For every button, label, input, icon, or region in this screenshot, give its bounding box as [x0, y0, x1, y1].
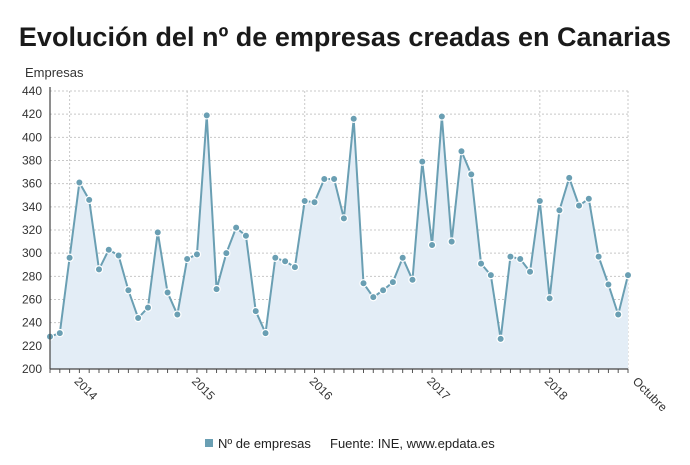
y-tick-label: 300 [22, 246, 42, 260]
data-point [280, 257, 290, 266]
data-point [525, 267, 535, 276]
data-point [369, 292, 378, 302]
data-point [192, 250, 202, 259]
data-point [565, 173, 574, 183]
x-tick-label: 2017 [424, 374, 453, 403]
data-point [545, 294, 554, 303]
data-point [143, 303, 153, 312]
y-tick-label: 380 [22, 154, 42, 168]
series-points [45, 111, 633, 344]
data-point [182, 254, 192, 264]
x-tick-labels: 2014 2015 2016 2017 2018 Octubre [71, 374, 670, 414]
data-point [163, 288, 172, 297]
data-point [133, 313, 143, 323]
data-point [496, 334, 505, 344]
data-point [84, 195, 94, 205]
y-tick-labels: 200 220 240 260 280 300 320 340 360 380 400 420 440 [22, 84, 42, 376]
data-point [65, 253, 74, 262]
data-point [359, 279, 368, 288]
y-tick-label: 260 [22, 293, 42, 307]
data-point [418, 157, 427, 166]
data-point [408, 275, 417, 285]
y-tick-label: 220 [22, 339, 42, 353]
y-tick-label: 360 [22, 177, 42, 191]
data-point [124, 286, 133, 295]
y-tick-label: 420 [22, 107, 42, 121]
data-point [486, 270, 496, 280]
data-point [271, 253, 280, 262]
data-point [378, 286, 388, 295]
data-point [349, 114, 358, 124]
data-point [623, 270, 633, 280]
y-tick-label: 240 [22, 316, 42, 330]
data-point [574, 201, 584, 210]
data-point [173, 310, 182, 319]
data-point [388, 277, 398, 287]
data-point [310, 197, 319, 207]
data-point [55, 328, 64, 338]
data-point [104, 245, 113, 254]
data-point [153, 228, 162, 237]
data-point [339, 214, 349, 223]
data-point [604, 280, 613, 289]
data-point [251, 306, 260, 316]
legend-label: Nº de empresas [218, 436, 311, 451]
legend-swatch [205, 439, 213, 447]
data-point [476, 259, 486, 268]
chart-title: Evolución del nº de empresas creadas en … [19, 22, 671, 52]
data-point [75, 178, 84, 187]
data-point [457, 147, 466, 156]
data-point [584, 194, 594, 203]
data-point [231, 223, 241, 232]
data-point [398, 253, 407, 262]
data-point [447, 237, 456, 246]
data-point [212, 284, 221, 294]
axes [49, 87, 629, 373]
data-point [300, 196, 309, 206]
y-tick-label: 400 [22, 130, 42, 144]
data-point [261, 328, 270, 338]
data-point [427, 240, 437, 250]
x-tick-label: 2014 [71, 374, 100, 403]
data-point [114, 251, 123, 260]
x-tick-label: 2018 [542, 374, 571, 403]
data-point [320, 174, 329, 184]
data-point [555, 206, 564, 215]
data-point [202, 111, 211, 120]
y-tick-label: 440 [22, 84, 42, 98]
source-text: Fuente: INE, www.epdata.es [330, 436, 495, 451]
data-point [506, 252, 515, 261]
y-axis-label: Empresas [25, 65, 84, 80]
x-tick-label: 2016 [307, 374, 336, 403]
data-point [467, 170, 476, 179]
legend: Nº de empresas Fuente: INE, www.epdata.e… [205, 436, 495, 451]
data-point [535, 196, 545, 206]
y-tick-label: 280 [22, 269, 42, 283]
data-point [329, 174, 339, 184]
y-tick-label: 200 [22, 362, 42, 376]
x-tick-label: Octubre [630, 374, 670, 414]
data-point [222, 248, 231, 258]
data-point [516, 254, 525, 264]
x-tick-label: 2015 [189, 374, 218, 403]
y-tick-label: 340 [22, 200, 42, 214]
data-point [614, 310, 623, 319]
y-tick-label: 320 [22, 223, 42, 237]
series-area-fill [50, 115, 628, 369]
data-point [94, 265, 104, 274]
data-point [594, 252, 603, 261]
data-point [437, 112, 447, 121]
data-point [241, 231, 251, 240]
data-point [290, 262, 300, 272]
